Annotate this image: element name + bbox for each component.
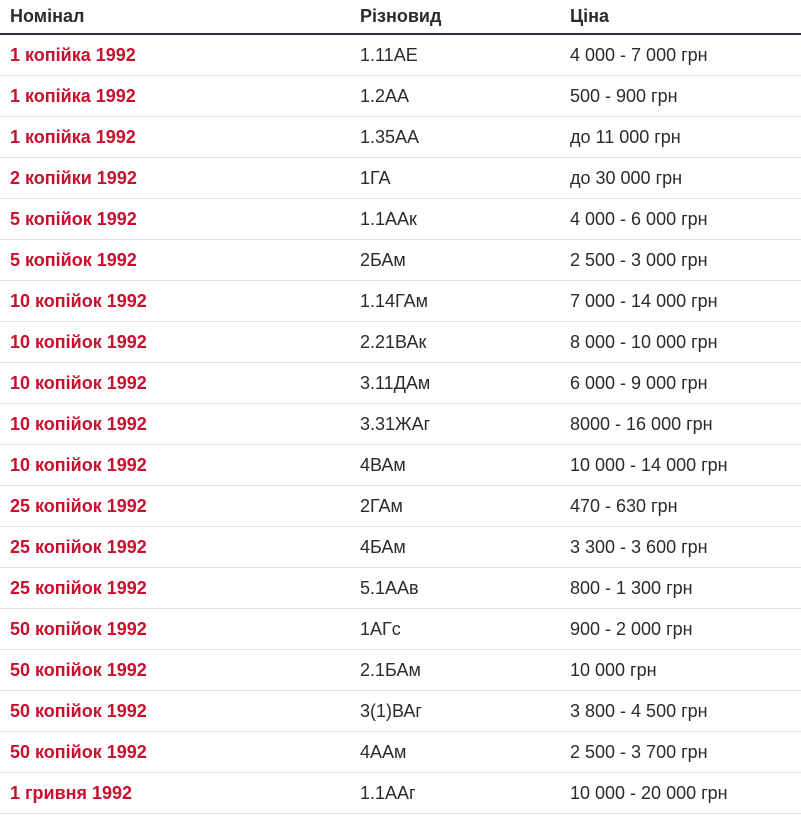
cell-variety: 1.1ААк <box>350 198 560 240</box>
header-nominal: Номінал <box>0 0 350 35</box>
table-row: 2 копійки 1992 1ГА до 30 000 грн <box>0 157 801 199</box>
header-row: Номінал Різновид Ціна <box>0 0 801 35</box>
cell-nominal: 1 копійка 1992 <box>0 75 350 117</box>
cell-variety: 1АГс <box>350 608 560 650</box>
cell-variety: 2.21ВАк <box>350 321 560 363</box>
table-row: 50 копійок 1992 2.1БАм 10 000 грн <box>0 649 801 691</box>
cell-price: 3 800 - 4 500 грн <box>560 690 801 732</box>
cell-price: 10 000 - 20 000 грн <box>560 772 801 814</box>
cell-variety: 1.14ГАм <box>350 280 560 322</box>
cell-nominal: 50 копійок 1992 <box>0 731 350 773</box>
cell-price: до 11 000 грн <box>560 116 801 158</box>
cell-nominal: 1 гривня 1992 <box>0 772 350 814</box>
cell-variety: 4ААм <box>350 731 560 773</box>
table-row: 1 гривня 1992 1.1ААг 10 000 - 20 000 грн <box>0 772 801 814</box>
table-body: 1 копійка 1992 1.11АЕ 4 000 - 7 000 грн 1 к… <box>0 34 801 814</box>
cell-nominal: 5 копійок 1992 <box>0 198 350 240</box>
cell-price: 6 000 - 9 000 грн <box>560 362 801 404</box>
cell-price: 7 000 - 14 000 грн <box>560 280 801 322</box>
cell-variety: 1.35АА <box>350 116 560 158</box>
table-row: 10 копійок 1992 4ВАм 10 000 - 14 000 грн <box>0 444 801 486</box>
cell-variety: 1.2АА <box>350 75 560 117</box>
table-row: 5 копійок 1992 2БАм 2 500 - 3 000 грн <box>0 239 801 281</box>
cell-price: 4 000 - 7 000 грн <box>560 34 801 76</box>
table-row: 10 копійок 1992 1.14ГАм 7 000 - 14 000 грн <box>0 280 801 322</box>
table-row: 25 копійок 1992 5.1ААв 800 - 1 300 грн <box>0 567 801 609</box>
cell-price: 10 000 грн <box>560 649 801 691</box>
cell-price: 8 000 - 10 000 грн <box>560 321 801 363</box>
table-header: Номінал Різновид Ціна <box>0 0 801 35</box>
cell-nominal: 5 копійок 1992 <box>0 239 350 281</box>
cell-price: до 30 000 грн <box>560 157 801 199</box>
cell-nominal: 10 копійок 1992 <box>0 280 350 322</box>
cell-variety: 1.11АЕ <box>350 34 560 76</box>
table-row: 25 копійок 1992 2ГАм 470 - 630 грн <box>0 485 801 527</box>
cell-nominal: 10 копійок 1992 <box>0 444 350 486</box>
cell-variety: 4БАм <box>350 526 560 568</box>
cell-variety: 2БАм <box>350 239 560 281</box>
cell-price: 800 - 1 300 грн <box>560 567 801 609</box>
cell-nominal: 1 копійка 1992 <box>0 116 350 158</box>
table-row: 1 копійка 1992 1.2АА 500 - 900 грн <box>0 75 801 117</box>
header-variety: Різновид <box>350 0 560 35</box>
cell-variety: 2ГАм <box>350 485 560 527</box>
cell-variety: 4ВАм <box>350 444 560 486</box>
table-row: 10 копійок 1992 3.11ДАм 6 000 - 9 000 грн <box>0 362 801 404</box>
cell-price: 2 500 - 3 000 грн <box>560 239 801 281</box>
cell-price: 10 000 - 14 000 грн <box>560 444 801 486</box>
cell-variety: 5.1ААв <box>350 567 560 609</box>
cell-nominal: 1 копійка 1992 <box>0 34 350 76</box>
cell-nominal: 50 копійок 1992 <box>0 649 350 691</box>
cell-nominal: 25 копійок 1992 <box>0 526 350 568</box>
cell-nominal: 25 копійок 1992 <box>0 567 350 609</box>
cell-price: 900 - 2 000 грн <box>560 608 801 650</box>
table-row: 50 копійок 1992 1АГс 900 - 2 000 грн <box>0 608 801 650</box>
cell-variety: 2.1БАм <box>350 649 560 691</box>
cell-variety: 1ГА <box>350 157 560 199</box>
cell-variety: 3(1)ВАг <box>350 690 560 732</box>
cell-nominal: 50 копійок 1992 <box>0 608 350 650</box>
table-row: 50 копійок 1992 3(1)ВАг 3 800 - 4 500 грн <box>0 690 801 732</box>
cell-nominal: 50 копійок 1992 <box>0 690 350 732</box>
cell-nominal: 10 копійок 1992 <box>0 321 350 363</box>
cell-price: 4 000 - 6 000 грн <box>560 198 801 240</box>
cell-price: 3 300 - 3 600 грн <box>560 526 801 568</box>
cell-price: 470 - 630 грн <box>560 485 801 527</box>
cell-nominal: 25 копійок 1992 <box>0 485 350 527</box>
table-row: 5 копійок 1992 1.1ААк 4 000 - 6 000 грн <box>0 198 801 240</box>
table-row: 10 копійок 1992 2.21ВАк 8 000 - 10 000 грн <box>0 321 801 363</box>
table-row: 10 копійок 1992 3.31ЖАг 8000 - 16 000 грн <box>0 403 801 445</box>
cell-nominal: 10 копійок 1992 <box>0 403 350 445</box>
table-row: 25 копійок 1992 4БАм 3 300 - 3 600 грн <box>0 526 801 568</box>
cell-price: 2 500 - 3 700 грн <box>560 731 801 773</box>
table-row: 1 копійка 1992 1.11АЕ 4 000 - 7 000 грн <box>0 34 801 76</box>
cell-nominal: 2 копійки 1992 <box>0 157 350 199</box>
header-price: Ціна <box>560 0 801 35</box>
cell-price: 8000 - 16 000 грн <box>560 403 801 445</box>
cell-variety: 3.11ДАм <box>350 362 560 404</box>
cell-nominal: 10 копійок 1992 <box>0 362 350 404</box>
cell-price: 500 - 900 грн <box>560 75 801 117</box>
table-row: 50 копійок 1992 4ААм 2 500 - 3 700 грн <box>0 731 801 773</box>
cell-variety: 3.31ЖАг <box>350 403 560 445</box>
table-row: 1 копійка 1992 1.35АА до 11 000 грн <box>0 116 801 158</box>
cell-variety: 1.1ААг <box>350 772 560 814</box>
